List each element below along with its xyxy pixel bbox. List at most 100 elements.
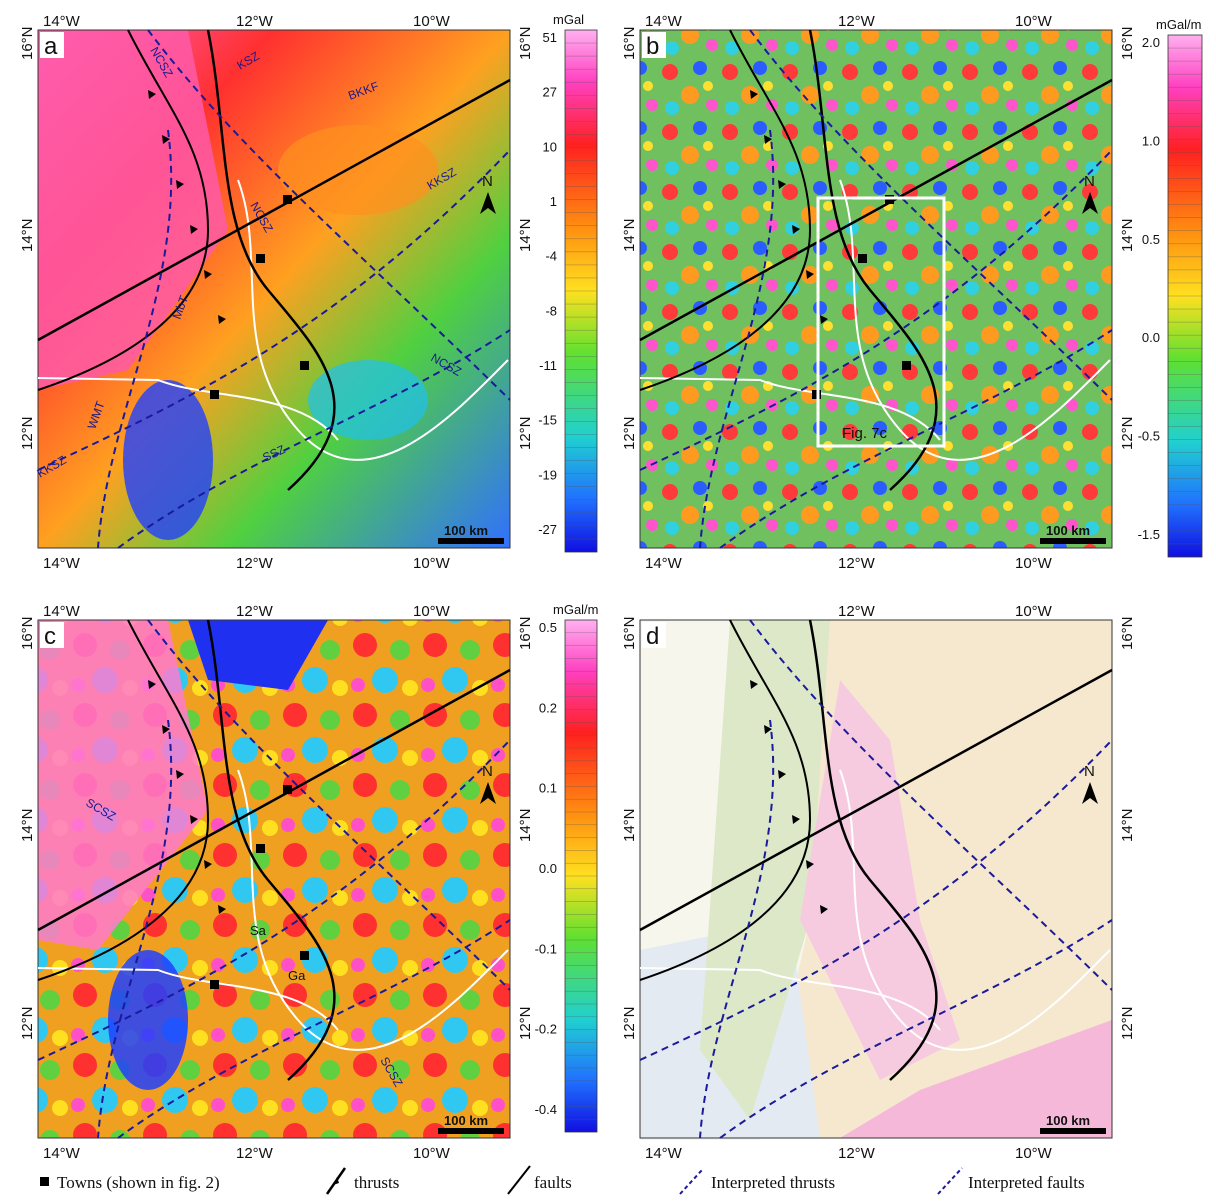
thrust-tooth <box>204 270 212 279</box>
town-name: Ga <box>288 968 306 983</box>
border-line <box>639 377 941 441</box>
border-line <box>37 967 339 1031</box>
legend-interpreted-thrusts: Interpreted thrusts <box>711 1173 835 1192</box>
north-arrow-icon <box>480 782 496 804</box>
lon-label: 12°W <box>838 555 876 572</box>
fault-line <box>808 29 938 491</box>
interpreted-fault <box>639 739 1113 1061</box>
panel-letter-box <box>40 622 64 648</box>
town-marker <box>902 361 911 370</box>
thrust-tooth <box>176 180 184 189</box>
thrust-tooth <box>162 725 170 734</box>
town-marker <box>300 951 309 960</box>
map-frame <box>639 619 1113 1139</box>
thrust-tooth <box>190 815 198 824</box>
interpreted-fault <box>37 739 511 1061</box>
lon-label-top: 12°W <box>838 603 876 620</box>
fault-line <box>639 668 1113 932</box>
interpreted-thrust <box>97 719 173 1139</box>
legend-towns: Towns (shown in fig. 2) <box>57 1173 220 1192</box>
lon-label: 12°W <box>838 1145 876 1162</box>
lon-label-top: 10°W <box>1015 603 1053 620</box>
map-panel-d: d 14°W 12°W 12°W 10°W 10°W 16°N 16°N 14°N 14°N 12°… <box>621 603 1136 1162</box>
lon-label-top: 10°W <box>413 603 451 620</box>
colorbar-tick: 0.2 <box>539 700 557 715</box>
anomaly-high <box>38 620 208 950</box>
border-line <box>839 769 1111 1051</box>
legend-faults: faults <box>534 1173 572 1192</box>
legend-fault-symbol <box>507 1165 531 1195</box>
anomaly-low <box>108 950 188 1090</box>
legend-town-marker <box>40 1177 49 1186</box>
map-panel-c: c 14°W 14°W 12°W 12°W 10°W 10°W 16°N 16°N 14°N 14°… <box>19 603 534 1162</box>
domain-unit <box>700 620 830 1120</box>
anomaly-low <box>188 620 328 690</box>
lon-label: 12°W <box>236 1145 274 1162</box>
lat-label: 16°N <box>19 26 36 60</box>
scale-label: 100 km <box>1046 1113 1090 1128</box>
scale-label: 100 km <box>444 523 488 538</box>
lon-label-top: 14°W <box>645 13 683 30</box>
interpreted-fault <box>117 329 511 549</box>
north-arrow-icon <box>1082 782 1098 804</box>
scale-bar <box>438 538 504 544</box>
town-marker <box>210 980 219 989</box>
lat-label-right: 14°N <box>517 218 534 252</box>
colorbar-tick: -11 <box>539 358 557 373</box>
colorbar-tick: 1 <box>550 194 557 209</box>
anomaly-high <box>38 30 228 390</box>
north-arrow-icon <box>480 192 496 214</box>
colorbar-tick: 10 <box>543 139 557 154</box>
thrust-tooth <box>148 680 156 689</box>
colorbar-b: mGal/m 2.0 1.0 0.5 0.0 -0.5 -1.5 <box>1138 17 1203 558</box>
lat-label: 14°N <box>621 218 638 252</box>
colorbar-unit: mGal <box>553 12 584 27</box>
lon-label: 14°W <box>645 1145 683 1162</box>
thrust-tooth <box>764 135 772 144</box>
panel-letter: b <box>646 33 659 60</box>
anomaly-mid <box>278 125 438 215</box>
colorbar-tick: -0.1 <box>535 941 557 956</box>
colorbar-tick: -0.5 <box>1138 429 1160 444</box>
lon-label-top: 12°W <box>236 13 274 30</box>
thrust-tooth <box>806 270 814 279</box>
domain-unit <box>840 1020 1112 1138</box>
thrust-tooth <box>806 860 814 869</box>
lat-label: 12°N <box>19 1006 36 1040</box>
town-marker <box>256 254 265 263</box>
panel-letter-box <box>642 622 666 648</box>
lat-label-right: 14°N <box>517 808 534 842</box>
interpreted-thrust <box>699 129 775 549</box>
thrust-line <box>37 619 210 981</box>
thrust-tooth <box>820 315 828 324</box>
legend-interpreted-fault-symbol <box>937 1167 963 1195</box>
lon-label-top: 14°W <box>43 13 81 30</box>
map-frame <box>37 619 511 1139</box>
lon-label-top: 12°W <box>236 603 274 620</box>
thrust-tooth <box>162 135 170 144</box>
panel-letter: c <box>44 623 56 650</box>
interpreted-fault <box>749 29 1113 401</box>
lon-label: 14°W <box>645 555 683 572</box>
thrust-line <box>639 619 812 981</box>
lon-label: 12°W <box>236 555 274 572</box>
panel-letter-box <box>642 32 666 58</box>
map-frame <box>37 29 511 549</box>
interpreted-fault <box>37 149 511 471</box>
town-marker <box>283 195 292 204</box>
thrust-line <box>37 29 210 391</box>
border-line <box>237 179 509 461</box>
fault-line <box>37 78 511 342</box>
colorbar-tick: -8 <box>545 303 557 318</box>
thrust-tooth <box>792 815 800 824</box>
interpreted-thrust <box>699 719 775 1139</box>
colorbar-unit: mGal/m <box>553 602 599 617</box>
map-panel-b: b 14°W 14°W 12°W 12°W 10°W 10°W 16°N 16°N 14°N 14°… <box>621 13 1136 572</box>
colorbar-tick: -1.5 <box>1138 527 1160 542</box>
lat-label-right: 14°N <box>1119 808 1136 842</box>
lat-label-right: 16°N <box>1119 26 1136 60</box>
lat-label: 16°N <box>621 616 638 650</box>
border-line <box>639 967 941 1031</box>
anomaly-low <box>123 380 213 540</box>
lat-label: 12°N <box>621 416 638 450</box>
